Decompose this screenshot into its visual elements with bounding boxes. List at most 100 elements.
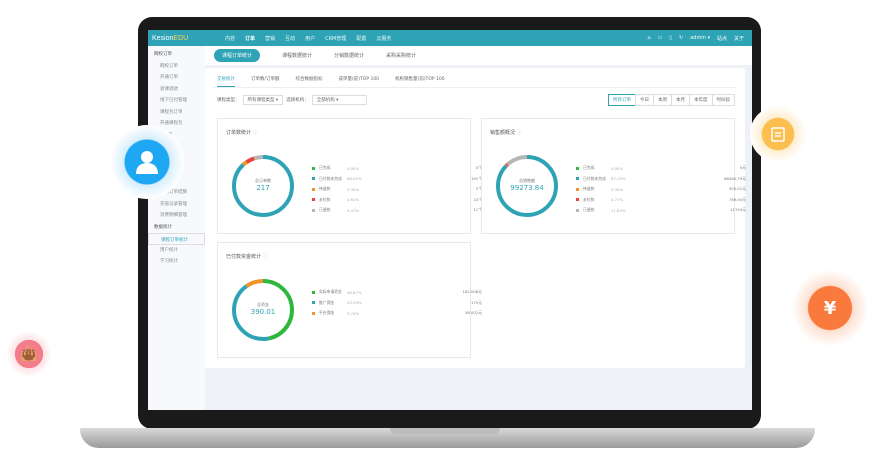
clipboard-icon (771, 127, 785, 142)
nav-item[interactable]: 营销 (265, 35, 276, 42)
nav-item[interactable]: 配置 (356, 35, 367, 42)
nav-item[interactable]: 云服务 (376, 35, 392, 42)
info-icon[interactable]: ⓘ (251, 130, 258, 136)
legend-row[interactable]: 已付款未完成 88.02% 191个 (312, 174, 482, 185)
sidebar-item[interactable]: 网校订单 (154, 52, 172, 57)
bag-badge: 👜 (7, 332, 51, 376)
donut-slice[interactable] (232, 279, 294, 341)
legend-percent: 4.61% (347, 197, 360, 203)
sidebar-item[interactable]: 课程包订单 (160, 109, 183, 115)
top-nav-bar: KesionEDU 内容 订单 营销 互动 用户 CRM管理 配置 云服务 ⌂ ▭ ▯ ↻ admi… (148, 30, 752, 46)
sub-tabs: 课程订单统计 课程数据统计 分销数据统计 采购采购统计 (205, 46, 752, 65)
donut-slice[interactable] (496, 155, 558, 217)
nav-item[interactable]: 用户 (305, 35, 316, 42)
sidebar-item[interactable]: 数据统计 (154, 224, 172, 230)
user-badge (110, 125, 184, 199)
org-select[interactable]: 全部机构 ▾ (311, 95, 367, 105)
legend-name: 未付款 (583, 196, 595, 202)
sidebar-item[interactable]: 退课退款 (160, 86, 178, 92)
legend-row[interactable]: 推广佣金 43.59% 170元 (312, 298, 482, 309)
panel-title-text: 已付款资金统计 (226, 254, 262, 260)
sidebar-item[interactable]: 线下已付管理 (160, 98, 187, 103)
range-button[interactable]: 本周 (653, 94, 672, 106)
sidebar-item[interactable]: 充值记录管理 (160, 201, 187, 207)
sidebar-item[interactable]: 网校订单 (160, 63, 178, 69)
legend-marker (312, 311, 315, 315)
user-menu[interactable]: admin ▾ (690, 35, 710, 41)
legend-name: 待退款 (583, 186, 595, 192)
clipboard-badge (750, 106, 806, 162)
mobile-icon[interactable]: ▯ (669, 35, 672, 41)
donut-slice[interactable] (232, 155, 294, 217)
legend-row[interactable]: 已完成 0.00% 0个 (312, 163, 482, 174)
legend-name: 平台佣金 (319, 310, 335, 316)
legend-marker (576, 208, 579, 212)
sidebar-item[interactable]: 机构订单结算 (160, 190, 187, 195)
sidebar-item[interactable]: 学习统计 (160, 259, 178, 264)
legend-row[interactable]: 已完成 0.00% 0元 (576, 163, 746, 174)
legend-marker (312, 177, 315, 181)
nav-item[interactable]: 互动 (285, 35, 296, 42)
donut-slice[interactable] (232, 279, 294, 341)
tab[interactable]: 订单数/订单额 (251, 77, 280, 82)
legend-percent: 0.77% (611, 197, 624, 203)
tab[interactable]: 成单量(前)TOP 100 (338, 77, 380, 82)
sidebar-item[interactable]: 用户统计 (160, 247, 178, 253)
legend-marker (576, 198, 579, 202)
sidebar: 网校订单网校订单开通订单退课退款线下已付管理课程包订单开通课程包会员订单会员订单… (148, 46, 205, 410)
legend-marker (312, 301, 315, 305)
chart-panel: 订单数统计 ⓘ 总订单数 217 已完成 0.00% 0个 已付款未完成 88.02% 191个… (217, 118, 482, 234)
info-icon[interactable]: ⓘ (515, 130, 522, 136)
legend-row[interactable]: 实际申请资金 46.67% 182.008元 (312, 287, 482, 298)
refresh-icon[interactable]: ↻ (679, 35, 684, 41)
legend-row[interactable]: 已退款 5.07% 11个 (312, 205, 482, 216)
nav-item[interactable]: 内容 (225, 35, 236, 42)
legend-value: 182.008元 (462, 289, 483, 295)
panel-title: 销售额概况 ⓘ (490, 129, 522, 136)
subtab[interactable]: 采购采购统计 (386, 53, 417, 59)
chart-panel: 销售额概况 ⓘ 总销售额 99273.84 已完成 0.00% 0元 已付款未完成 87.10… (481, 118, 746, 234)
sidebar-item[interactable]: 课程订单统计 (148, 233, 205, 245)
logo: KesionEDU (152, 34, 189, 42)
range-button[interactable]: 今日 (635, 94, 654, 106)
tab[interactable]: 综合数据指标 (295, 77, 323, 82)
link-site[interactable]: 站点 (716, 35, 727, 42)
legend-row[interactable]: 已退款 11.83% 11744元 (576, 205, 746, 216)
legend-row[interactable]: 待退款 0.30% 300.01元 (576, 184, 746, 195)
laptop-base (80, 428, 815, 448)
legend-row[interactable]: 平台佣金 9.74% 38.002元 (312, 308, 482, 319)
nav-item[interactable]: 订单 (245, 35, 256, 42)
legend-row[interactable]: 未付款 4.61% 10个 (312, 195, 482, 206)
legend-marker (576, 177, 579, 181)
home-icon[interactable]: ⌂ (647, 35, 651, 41)
tab[interactable]: 交易统计 (217, 76, 235, 87)
sidebar-item[interactable]: 开通课程包 (160, 121, 183, 126)
monitor-icon[interactable]: ▭ (657, 35, 663, 41)
course-type-select[interactable]: 所有课程类型 ▾ (242, 95, 284, 105)
info-icon[interactable]: ⓘ (261, 254, 268, 260)
legend-name: 未付款 (319, 196, 331, 202)
legend-name: 实际申请资金 (319, 289, 342, 295)
legend-row[interactable]: 待退款 2.30% 5个 (312, 184, 482, 195)
user-icon (136, 151, 158, 174)
legend-marker (312, 187, 315, 191)
range-button[interactable]: 本年度 (689, 94, 713, 106)
subtab[interactable]: 课程订单统计 (214, 49, 261, 62)
link-about[interactable]: 关于 (733, 35, 744, 42)
legend-percent: 88.02% (347, 176, 362, 182)
legend-row[interactable]: 已付款未完成 87.10% 86460.79元 (576, 174, 746, 185)
range-button[interactable]: 本月 (671, 94, 690, 106)
legend: 实际申请资金 46.67% 182.008元 推广佣金 43.59% 170元 平台佣金 9.… (312, 287, 482, 319)
legend-row[interactable]: 未付款 0.77% 769.04元 (576, 195, 746, 206)
subtab[interactable]: 分销数据统计 (334, 53, 365, 59)
range-button[interactable]: 时间段 (711, 94, 735, 106)
range-button[interactable]: 所有订单 (608, 94, 636, 106)
nav-item[interactable]: CRM管理 (325, 35, 347, 42)
tab[interactable]: 机构销售量(前)TOP 100 (395, 77, 445, 82)
app-screen: KesionEDU 内容 订单 营销 互动 用户 CRM管理 配置 云服务 ⌂ ▭ ▯ ↻ admi… (148, 30, 752, 410)
legend-percent: 87.10% (611, 176, 626, 182)
center-value: 217 (256, 184, 270, 192)
subtab[interactable]: 课程数据统计 (282, 53, 313, 59)
sidebar-item[interactable]: 消费明细管理 (160, 213, 187, 218)
sidebar-item[interactable]: 开通订单 (160, 75, 178, 80)
